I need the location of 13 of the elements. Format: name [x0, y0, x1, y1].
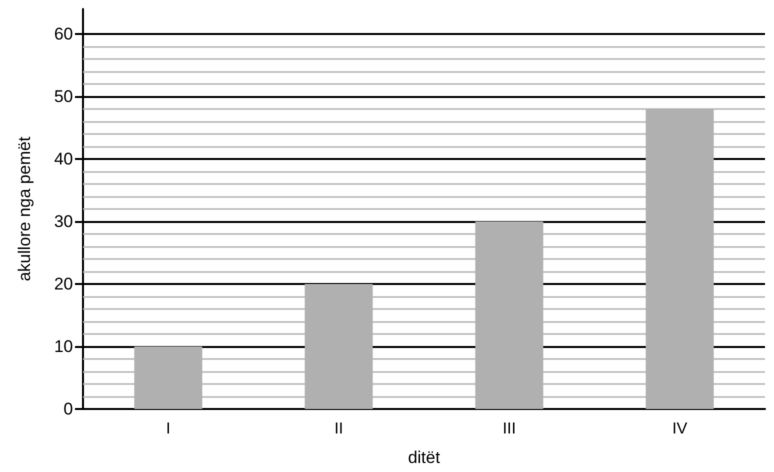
y-tick-label: 10: [54, 337, 73, 356]
y-tick-label: 20: [54, 274, 73, 294]
y-tick-label: 0: [64, 400, 73, 418]
y-axis-title: akullore nga pemët: [15, 136, 34, 282]
x-tick-label: I: [166, 420, 170, 438]
y-tick-label: 50: [54, 87, 73, 106]
x-tick-label: III: [502, 420, 516, 438]
x-tick-label: II: [334, 420, 344, 438]
x-tick-label: IV: [672, 420, 688, 438]
y-tick-label: 60: [54, 24, 73, 44]
x-axis-title: ditët: [408, 448, 440, 467]
y-tick-label: 30: [54, 212, 73, 231]
y-tick-label: 40: [54, 150, 73, 168]
